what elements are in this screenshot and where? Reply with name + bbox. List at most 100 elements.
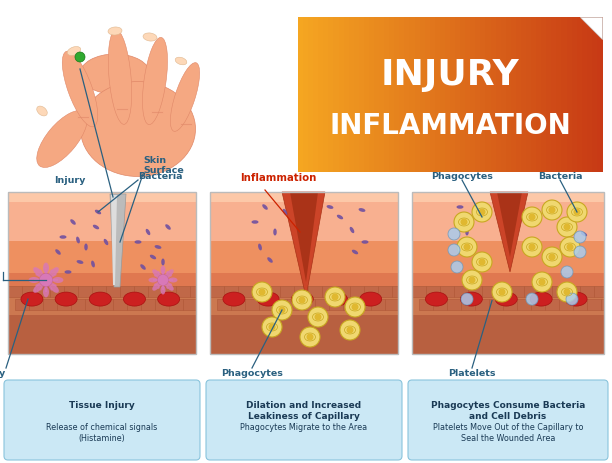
Circle shape: [472, 252, 492, 272]
Text: Platelets: Platelets: [448, 368, 496, 377]
Ellipse shape: [337, 215, 343, 220]
Ellipse shape: [124, 293, 146, 307]
FancyBboxPatch shape: [408, 380, 608, 460]
Circle shape: [542, 247, 562, 268]
Bar: [445, 18, 451, 173]
FancyBboxPatch shape: [315, 300, 329, 311]
FancyBboxPatch shape: [259, 300, 273, 311]
FancyBboxPatch shape: [210, 241, 398, 274]
Circle shape: [345, 297, 365, 317]
Bar: [577, 18, 583, 173]
Circle shape: [340, 320, 360, 340]
FancyBboxPatch shape: [113, 300, 127, 311]
Ellipse shape: [152, 284, 160, 291]
Circle shape: [462, 270, 482, 290]
Ellipse shape: [530, 293, 552, 307]
Bar: [343, 18, 349, 173]
FancyBboxPatch shape: [8, 286, 22, 297]
Bar: [389, 18, 395, 173]
Ellipse shape: [252, 221, 258, 224]
FancyBboxPatch shape: [64, 286, 78, 297]
FancyBboxPatch shape: [350, 286, 364, 297]
FancyBboxPatch shape: [266, 286, 280, 297]
Ellipse shape: [168, 278, 177, 283]
Bar: [551, 18, 558, 173]
FancyBboxPatch shape: [587, 300, 601, 311]
FancyBboxPatch shape: [482, 286, 496, 297]
Ellipse shape: [291, 293, 313, 307]
Ellipse shape: [495, 293, 517, 307]
Circle shape: [307, 334, 313, 341]
FancyBboxPatch shape: [461, 300, 475, 311]
Circle shape: [262, 317, 282, 337]
Circle shape: [448, 229, 460, 240]
Ellipse shape: [143, 34, 157, 42]
FancyBboxPatch shape: [392, 286, 398, 297]
Circle shape: [460, 219, 468, 226]
Ellipse shape: [76, 237, 80, 244]
Bar: [521, 18, 527, 173]
Ellipse shape: [283, 209, 287, 216]
Ellipse shape: [53, 277, 64, 283]
FancyBboxPatch shape: [440, 286, 454, 297]
Bar: [587, 18, 593, 173]
Text: INJURY: INJURY: [381, 58, 520, 92]
Ellipse shape: [165, 225, 171, 230]
Bar: [303, 18, 309, 173]
Circle shape: [522, 207, 542, 227]
Ellipse shape: [175, 58, 187, 66]
Circle shape: [564, 224, 570, 231]
Circle shape: [560, 238, 580, 257]
FancyBboxPatch shape: [343, 300, 357, 311]
FancyBboxPatch shape: [57, 300, 71, 311]
FancyBboxPatch shape: [78, 286, 92, 297]
Bar: [334, 18, 340, 173]
Bar: [556, 18, 562, 173]
Circle shape: [332, 294, 338, 301]
Bar: [485, 18, 491, 173]
Circle shape: [300, 327, 320, 347]
FancyBboxPatch shape: [22, 286, 36, 297]
Ellipse shape: [349, 227, 354, 234]
Bar: [526, 18, 532, 173]
Ellipse shape: [55, 293, 77, 307]
Circle shape: [479, 209, 485, 216]
Bar: [491, 18, 496, 173]
Circle shape: [479, 259, 485, 266]
Bar: [470, 18, 476, 173]
Circle shape: [567, 203, 587, 223]
Ellipse shape: [155, 245, 162, 250]
FancyBboxPatch shape: [238, 286, 252, 297]
Text: Skin
Surface: Skin Surface: [143, 155, 184, 175]
Ellipse shape: [84, 244, 88, 251]
Ellipse shape: [93, 225, 99, 230]
Ellipse shape: [160, 266, 165, 275]
Text: Inflammation: Inflammation: [240, 173, 316, 182]
Circle shape: [499, 289, 506, 296]
Circle shape: [557, 282, 577, 302]
FancyBboxPatch shape: [412, 241, 604, 274]
Ellipse shape: [33, 284, 42, 293]
Bar: [511, 18, 517, 173]
FancyBboxPatch shape: [329, 300, 343, 311]
FancyBboxPatch shape: [224, 286, 238, 297]
Text: Release of chemical signals
(Histamine): Release of chemical signals (Histamine): [47, 422, 158, 442]
Ellipse shape: [570, 249, 574, 256]
Ellipse shape: [55, 250, 61, 255]
Ellipse shape: [166, 270, 174, 277]
Polygon shape: [580, 18, 602, 40]
Polygon shape: [110, 194, 126, 288]
Circle shape: [567, 244, 573, 251]
FancyBboxPatch shape: [127, 300, 141, 311]
Circle shape: [522, 238, 542, 257]
FancyBboxPatch shape: [210, 193, 398, 241]
Text: INFLAMMATION: INFLAMMATION: [329, 112, 571, 140]
FancyBboxPatch shape: [134, 286, 148, 297]
Ellipse shape: [95, 210, 101, 215]
Ellipse shape: [103, 239, 108, 246]
FancyBboxPatch shape: [412, 286, 426, 297]
Ellipse shape: [21, 293, 43, 307]
FancyBboxPatch shape: [580, 286, 594, 297]
Text: Phagocytes Migrate to the Area: Phagocytes Migrate to the Area: [241, 422, 368, 431]
FancyBboxPatch shape: [8, 241, 196, 274]
